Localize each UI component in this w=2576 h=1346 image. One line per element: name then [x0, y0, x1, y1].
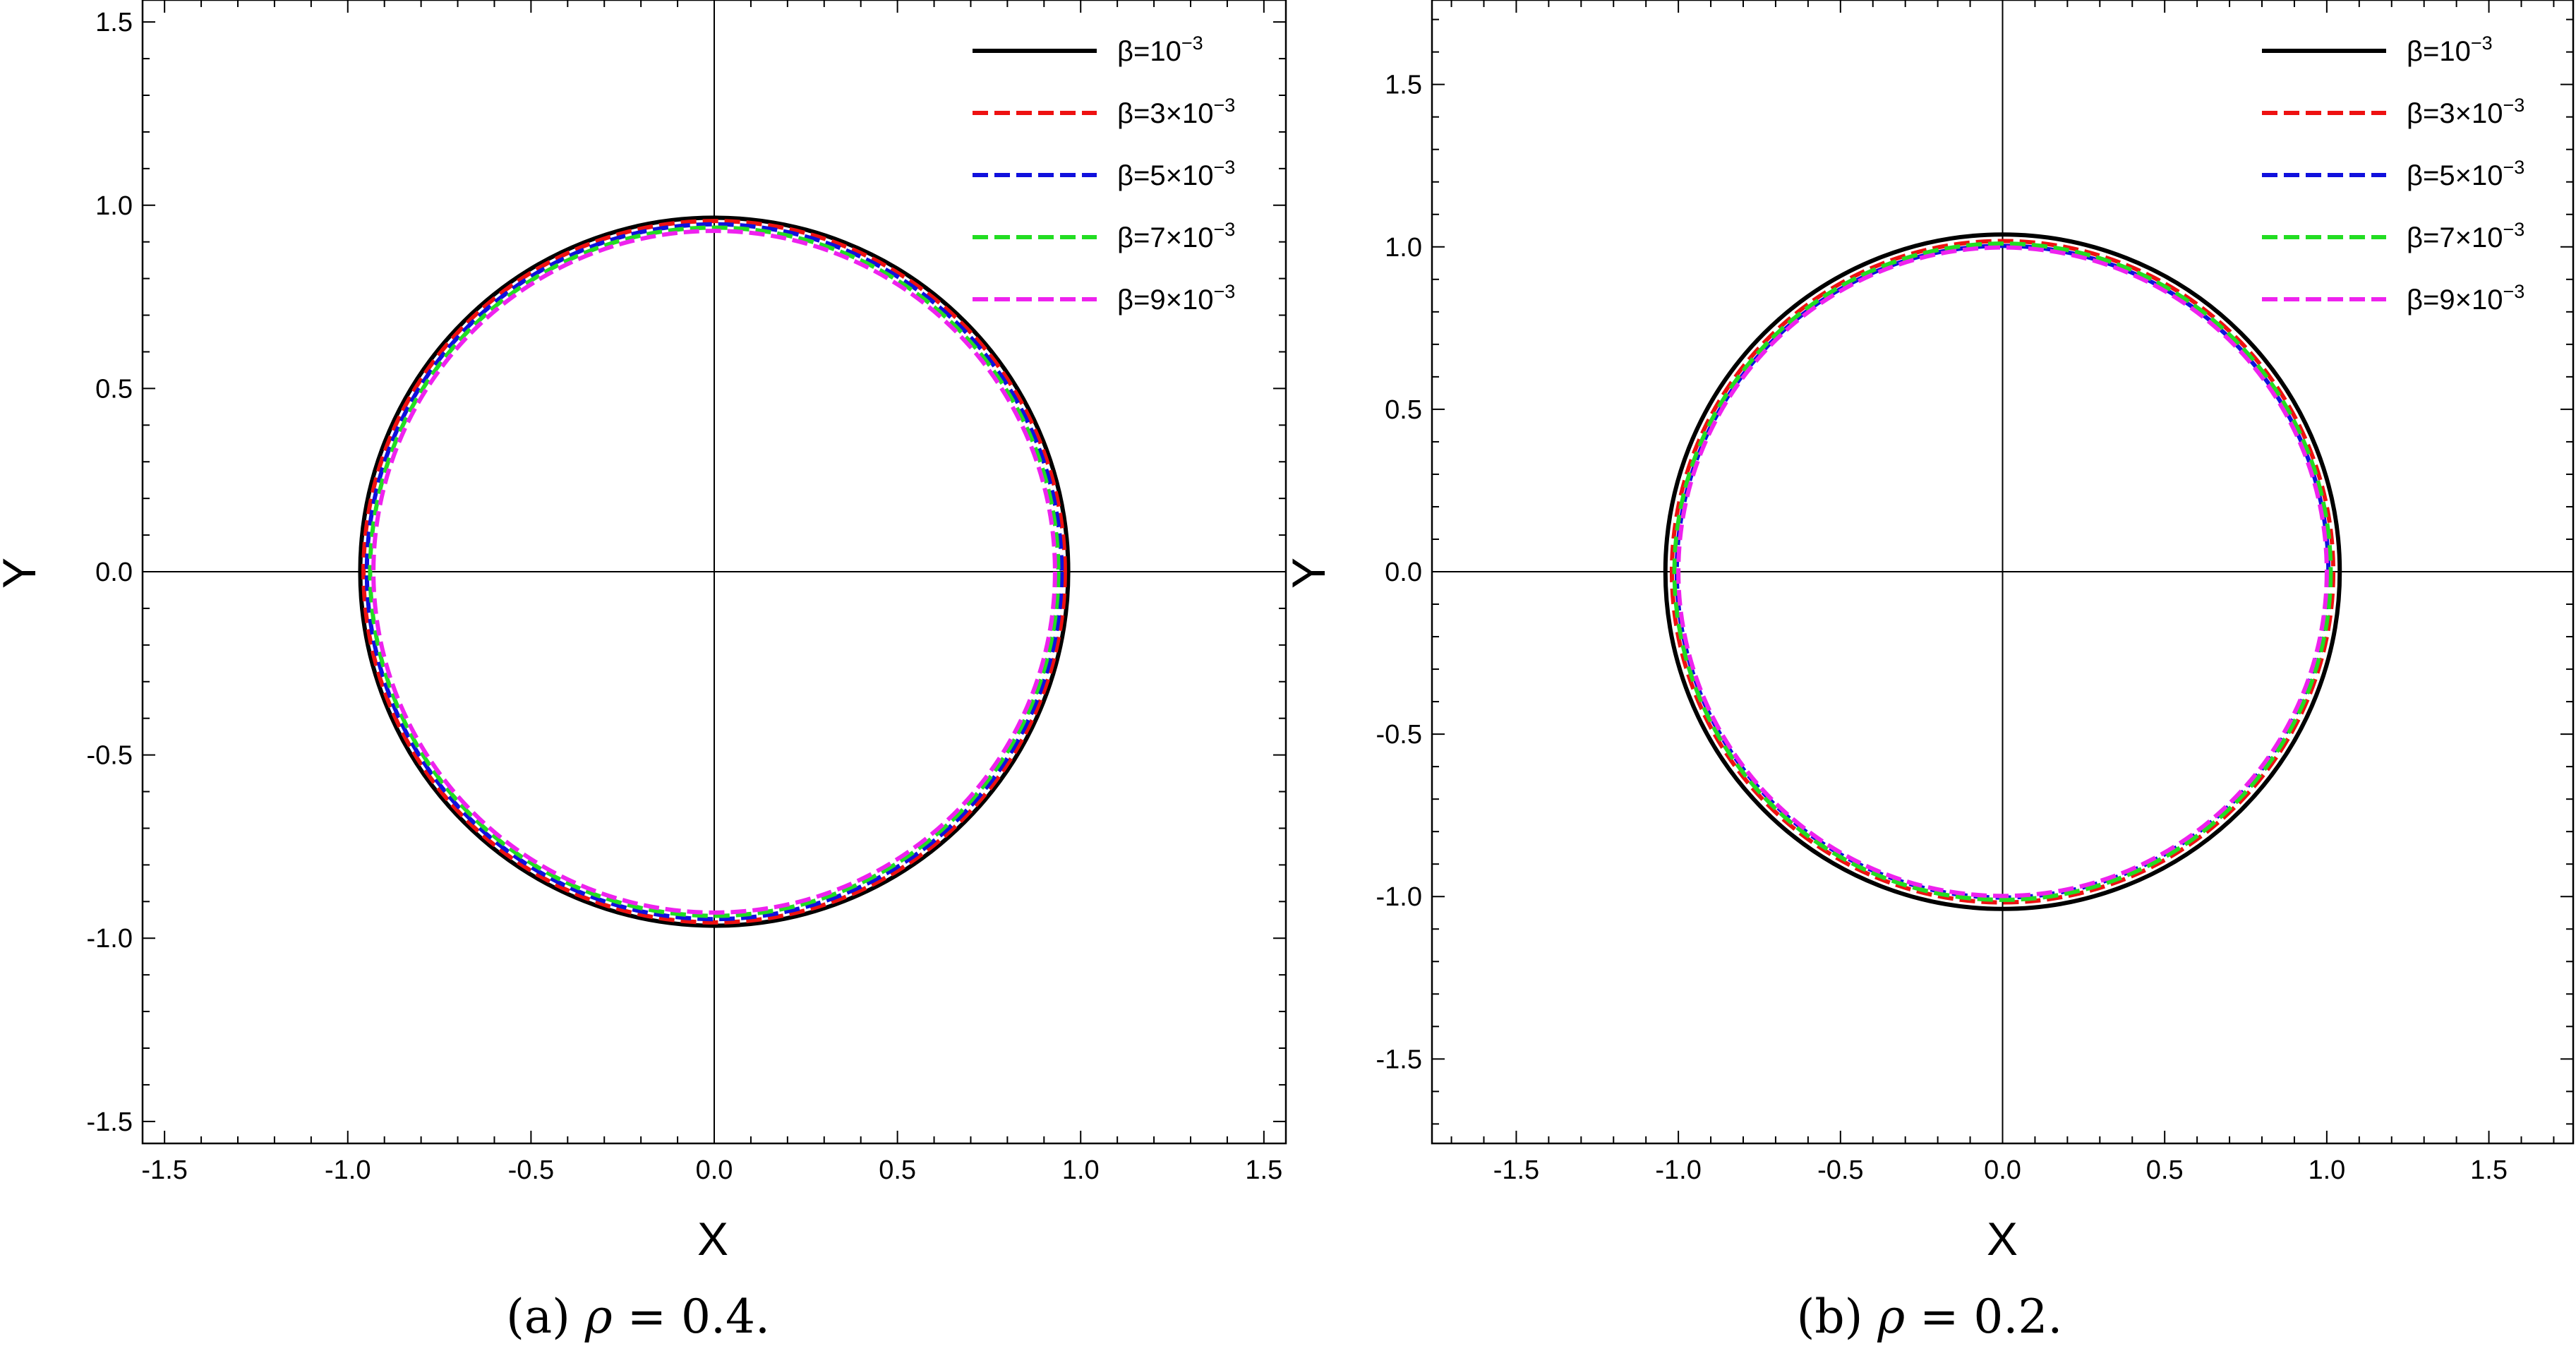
x-tick-label: -1.5 — [141, 1155, 187, 1185]
figure-caption: (b) ρ = 0.2. — [1797, 1290, 2063, 1344]
legend-label: β=7×10−3 — [2407, 219, 2524, 253]
legend-label-base: β=3×10 — [1117, 98, 1213, 129]
legend-label: β=10−3 — [1117, 32, 1203, 67]
legend-label: β=5×10−3 — [1117, 157, 1235, 191]
caption-prefix: (b) — [1797, 1290, 1878, 1344]
y-tick-label: -1.5 — [87, 1107, 133, 1137]
legend-label-base: β=10 — [1117, 36, 1181, 67]
series-curve-5 — [1676, 245, 2329, 899]
legend-label: β=9×10−3 — [2407, 281, 2524, 316]
legend-label-exponent: −3 — [2503, 219, 2524, 240]
legend-label-exponent: −3 — [1181, 32, 1203, 54]
y-tick-label: -0.5 — [87, 741, 133, 771]
series-curve-3 — [364, 222, 1064, 922]
caption-symbol: ρ — [1877, 1290, 1905, 1344]
series-curve-2 — [1669, 239, 2336, 905]
legend-label-exponent: −3 — [2503, 281, 2524, 302]
x-tick-label: -1.0 — [1655, 1155, 1701, 1185]
y-tick-label: -0.5 — [1376, 720, 1422, 750]
y-tick-label: -1.5 — [1376, 1045, 1422, 1074]
legend-label: β=3×10−3 — [2407, 95, 2524, 129]
legend-label: β=9×10−3 — [1117, 281, 1235, 316]
legend-label: β=3×10−3 — [1117, 95, 1235, 129]
x-tick-label: 0.0 — [696, 1155, 733, 1185]
y-tick-label: 0.5 — [95, 374, 133, 404]
caption-value: = 0.4. — [613, 1290, 770, 1344]
series-curve-4 — [1672, 241, 2333, 902]
x-tick-label: 1.0 — [2308, 1155, 2345, 1185]
y-tick-label: 1.0 — [1385, 233, 1422, 263]
legend-label-base: β=5×10 — [1117, 160, 1213, 191]
legend-label-exponent: −3 — [1213, 157, 1235, 178]
y-tick-label: 0.0 — [95, 558, 133, 587]
x-tick-label: -0.5 — [508, 1155, 554, 1185]
legend-label-base: β=9×10 — [2407, 284, 2503, 316]
chart-panel-b: -1.5 -1.5 -1.0 -1.0 -0.5 -0.5 0.0 0.0 0.5 0.5 1.0 1… — [1282, 0, 2575, 1344]
x-tick-label: 1.5 — [1245, 1155, 1282, 1185]
x-tick-label: 0.5 — [879, 1155, 916, 1185]
figure-caption: (a) ρ = 0.4. — [506, 1290, 770, 1344]
legend-label-exponent: −3 — [1213, 95, 1235, 116]
legend-label-exponent: −3 — [2503, 95, 2524, 116]
y-tick-label: 1.0 — [95, 191, 133, 221]
chart-panel-a: -1.5 -1.5 -1.0 -1.0 -0.5 -0.5 0.0 0.0 0.5 0.5 1.0 1… — [0, 0, 1287, 1344]
series-curve-2 — [361, 219, 1067, 925]
series-curve-4 — [368, 225, 1061, 918]
series-curve-5 — [371, 229, 1057, 915]
y-axis-label: Y — [1282, 558, 1335, 589]
legend-label-base: β=5×10 — [2407, 160, 2503, 191]
x-tick-label: 0.5 — [2146, 1155, 2184, 1185]
legend-label-exponent: −3 — [1213, 219, 1235, 240]
legend-label-exponent: −3 — [2471, 32, 2493, 54]
caption-value: = 0.2. — [1905, 1290, 2062, 1344]
x-tick-label: -0.5 — [1817, 1155, 1863, 1185]
series-curve-1 — [358, 215, 1071, 928]
legend-label-base: β=9×10 — [1117, 284, 1213, 316]
series-curve-1 — [1663, 232, 2342, 911]
y-axis-label: Y — [0, 558, 45, 589]
legend-label-exponent: −3 — [2503, 157, 2524, 178]
x-tick-label: 1.0 — [1062, 1155, 1100, 1185]
legend-label-exponent: −3 — [1213, 281, 1235, 302]
y-tick-label: 0.0 — [1385, 558, 1422, 587]
legend-label-base: β=10 — [2407, 36, 2471, 67]
y-tick-label: 0.5 — [1385, 395, 1422, 425]
x-axis-label: X — [1987, 1213, 2018, 1265]
x-tick-label: -1.5 — [1493, 1155, 1539, 1185]
legend-label: β=5×10−3 — [2407, 157, 2524, 191]
legend-label-base: β=3×10 — [2407, 98, 2503, 129]
legend-label: β=7×10−3 — [1117, 219, 1235, 253]
y-tick-label: -1.0 — [87, 924, 133, 954]
caption-symbol: ρ — [584, 1290, 613, 1344]
y-tick-label: 1.5 — [95, 8, 133, 37]
x-tick-label: 1.5 — [2470, 1155, 2508, 1185]
x-tick-label: -1.0 — [325, 1155, 371, 1185]
y-tick-label: -1.0 — [1376, 882, 1422, 912]
legend-label: β=10−3 — [2407, 32, 2493, 67]
caption-prefix: (a) — [506, 1290, 585, 1344]
x-tick-label: 0.0 — [1984, 1155, 2021, 1185]
x-axis-label: X — [697, 1213, 728, 1265]
legend-label-base: β=7×10 — [1117, 222, 1213, 253]
legend-label-base: β=7×10 — [2407, 222, 2503, 253]
y-tick-label: 1.5 — [1385, 71, 1422, 100]
